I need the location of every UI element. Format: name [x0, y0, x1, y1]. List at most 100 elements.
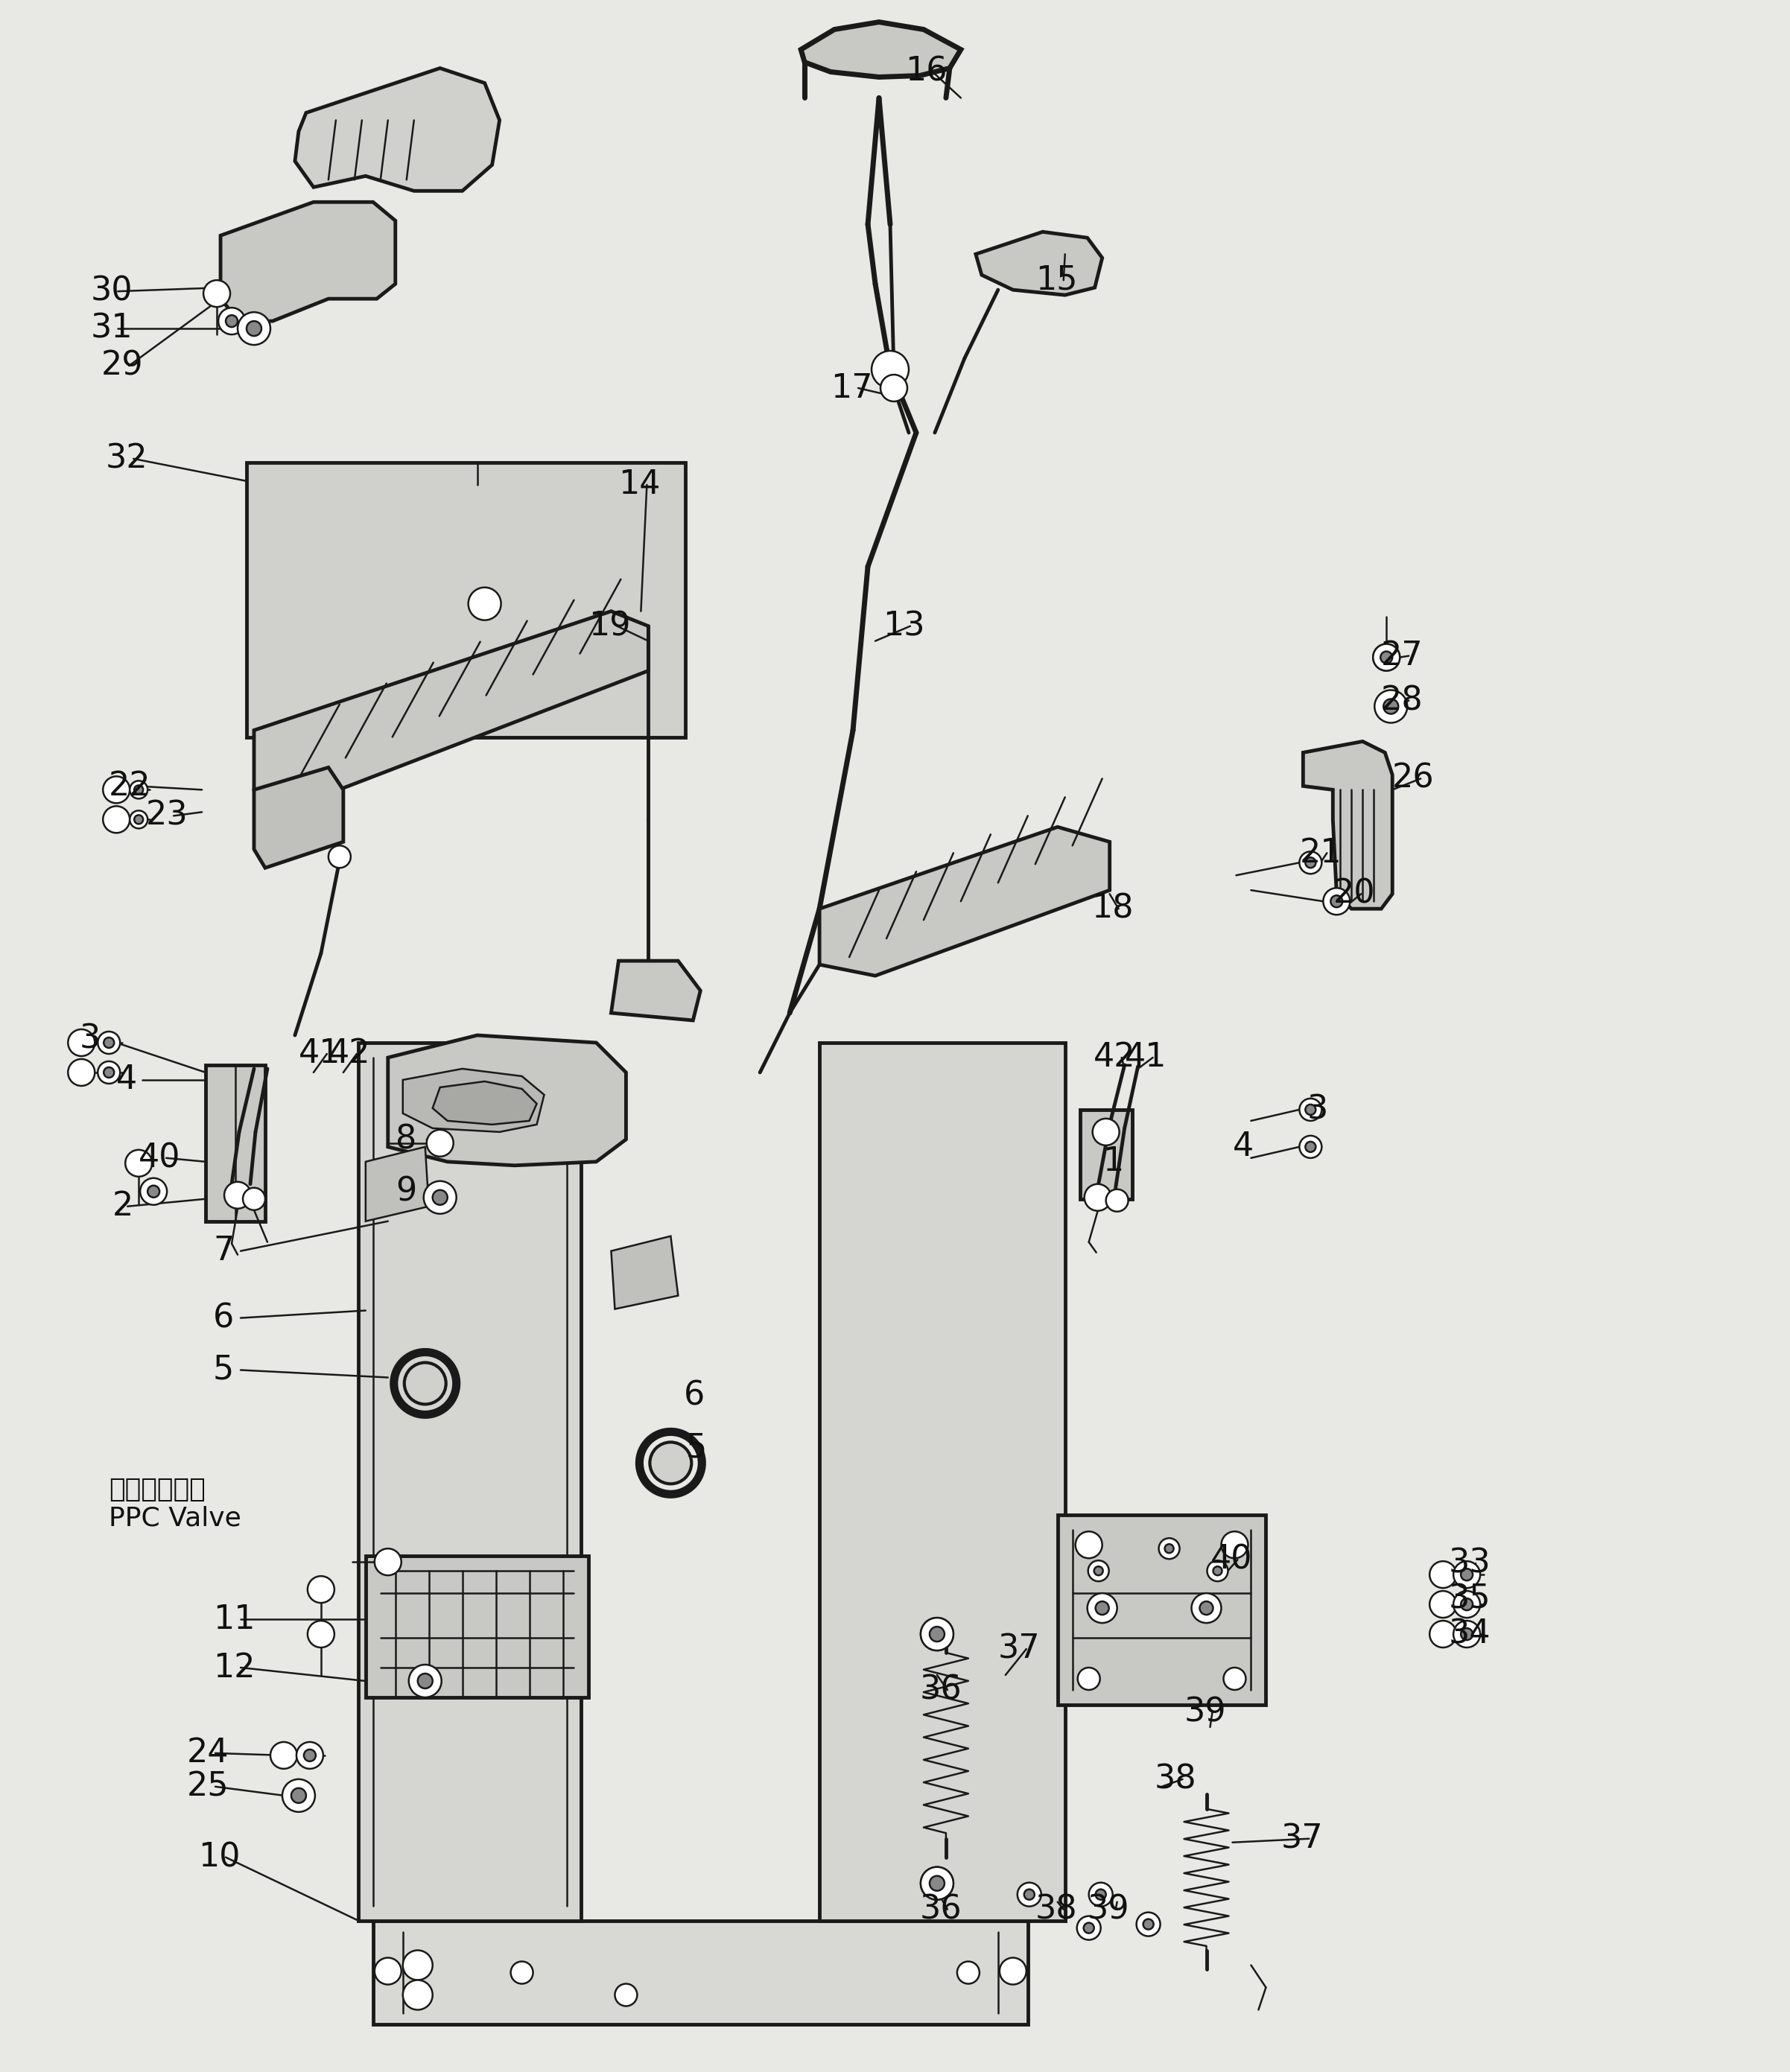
Circle shape: [1380, 651, 1393, 663]
Circle shape: [920, 1618, 954, 1651]
Polygon shape: [254, 767, 344, 868]
Polygon shape: [403, 1069, 544, 1131]
Circle shape: [1088, 1883, 1113, 1906]
Circle shape: [1078, 1917, 1101, 1939]
Circle shape: [1137, 1912, 1160, 1935]
Circle shape: [1165, 1544, 1174, 1554]
Circle shape: [958, 1962, 979, 1983]
Circle shape: [134, 785, 143, 794]
Circle shape: [1078, 1668, 1101, 1691]
Text: 24: 24: [186, 1736, 229, 1769]
Polygon shape: [365, 1146, 430, 1220]
Circle shape: [920, 1618, 954, 1651]
Text: 12: 12: [213, 1651, 256, 1685]
Circle shape: [374, 1958, 401, 1985]
Text: 35: 35: [1448, 1583, 1491, 1616]
Circle shape: [1461, 1629, 1473, 1641]
Text: 16: 16: [906, 56, 947, 87]
Text: 39: 39: [1183, 1697, 1226, 1728]
Circle shape: [125, 1150, 152, 1177]
Circle shape: [308, 1577, 335, 1604]
Text: 22: 22: [109, 771, 150, 802]
Text: 42: 42: [328, 1038, 371, 1069]
Text: 21: 21: [1300, 837, 1341, 868]
Circle shape: [1305, 1142, 1316, 1152]
Text: 5: 5: [686, 1432, 707, 1465]
Circle shape: [510, 1962, 533, 1983]
Text: 6: 6: [213, 1301, 234, 1334]
Text: 33: 33: [1448, 1548, 1491, 1579]
Circle shape: [1373, 644, 1400, 671]
Text: 40: 40: [138, 1142, 181, 1175]
Circle shape: [650, 1442, 691, 1484]
Polygon shape: [820, 827, 1110, 976]
Polygon shape: [976, 232, 1103, 294]
Circle shape: [920, 1867, 954, 1900]
Circle shape: [1206, 1560, 1228, 1581]
Text: 34: 34: [1448, 1618, 1491, 1649]
Circle shape: [1087, 1593, 1117, 1622]
Circle shape: [304, 1749, 315, 1761]
Text: 37: 37: [1282, 1823, 1323, 1854]
Polygon shape: [372, 1921, 1027, 2024]
Circle shape: [929, 1627, 945, 1641]
Text: 38: 38: [1155, 1763, 1196, 1794]
Text: 14: 14: [619, 468, 661, 501]
Circle shape: [469, 588, 501, 620]
Text: 11: 11: [213, 1604, 256, 1635]
Text: 36: 36: [920, 1674, 961, 1705]
Text: 17: 17: [831, 373, 874, 404]
Text: 18: 18: [1092, 893, 1133, 924]
Text: 36: 36: [920, 1894, 961, 1925]
Text: 41: 41: [1124, 1042, 1167, 1073]
Text: ＰＰＣバルブ
PPC Valve: ＰＰＣバルブ PPC Valve: [109, 1477, 242, 1531]
Text: 28: 28: [1382, 684, 1423, 717]
Circle shape: [1453, 1620, 1480, 1647]
Circle shape: [1158, 1537, 1180, 1558]
Text: 3: 3: [79, 1024, 100, 1055]
Circle shape: [1461, 1569, 1473, 1581]
Circle shape: [426, 1129, 453, 1156]
Circle shape: [1453, 1591, 1480, 1618]
Text: 40: 40: [1210, 1544, 1253, 1575]
Polygon shape: [358, 1042, 582, 1921]
Circle shape: [104, 1067, 115, 1077]
Circle shape: [247, 321, 261, 336]
Polygon shape: [388, 1036, 626, 1164]
Circle shape: [68, 1059, 95, 1086]
Circle shape: [104, 806, 129, 833]
Text: 2: 2: [113, 1189, 134, 1222]
Circle shape: [1017, 1883, 1042, 1906]
Circle shape: [1199, 1602, 1214, 1614]
Polygon shape: [1058, 1515, 1266, 1705]
Text: 38: 38: [1035, 1894, 1078, 1925]
Circle shape: [417, 1674, 433, 1689]
Text: 37: 37: [999, 1633, 1040, 1666]
Circle shape: [1375, 690, 1407, 723]
Text: 13: 13: [882, 609, 925, 642]
Circle shape: [403, 1950, 433, 1981]
Polygon shape: [254, 611, 648, 802]
Circle shape: [1088, 1560, 1110, 1581]
Polygon shape: [295, 68, 499, 191]
Circle shape: [308, 1620, 335, 1647]
Text: 42: 42: [1094, 1042, 1135, 1073]
Polygon shape: [206, 1065, 265, 1220]
Circle shape: [104, 777, 129, 804]
Text: 4: 4: [1233, 1131, 1253, 1162]
Circle shape: [129, 781, 147, 798]
Text: 30: 30: [90, 276, 132, 307]
Circle shape: [1300, 852, 1321, 874]
Circle shape: [872, 350, 909, 387]
Circle shape: [999, 1958, 1026, 1985]
Circle shape: [1430, 1620, 1457, 1647]
Circle shape: [292, 1788, 306, 1803]
Circle shape: [224, 1181, 251, 1208]
Text: 19: 19: [589, 609, 630, 642]
Circle shape: [374, 1548, 401, 1575]
Circle shape: [98, 1061, 120, 1084]
Text: 31: 31: [90, 313, 132, 344]
Text: 7: 7: [213, 1235, 234, 1266]
Circle shape: [403, 1981, 433, 2010]
Circle shape: [1430, 1560, 1457, 1587]
